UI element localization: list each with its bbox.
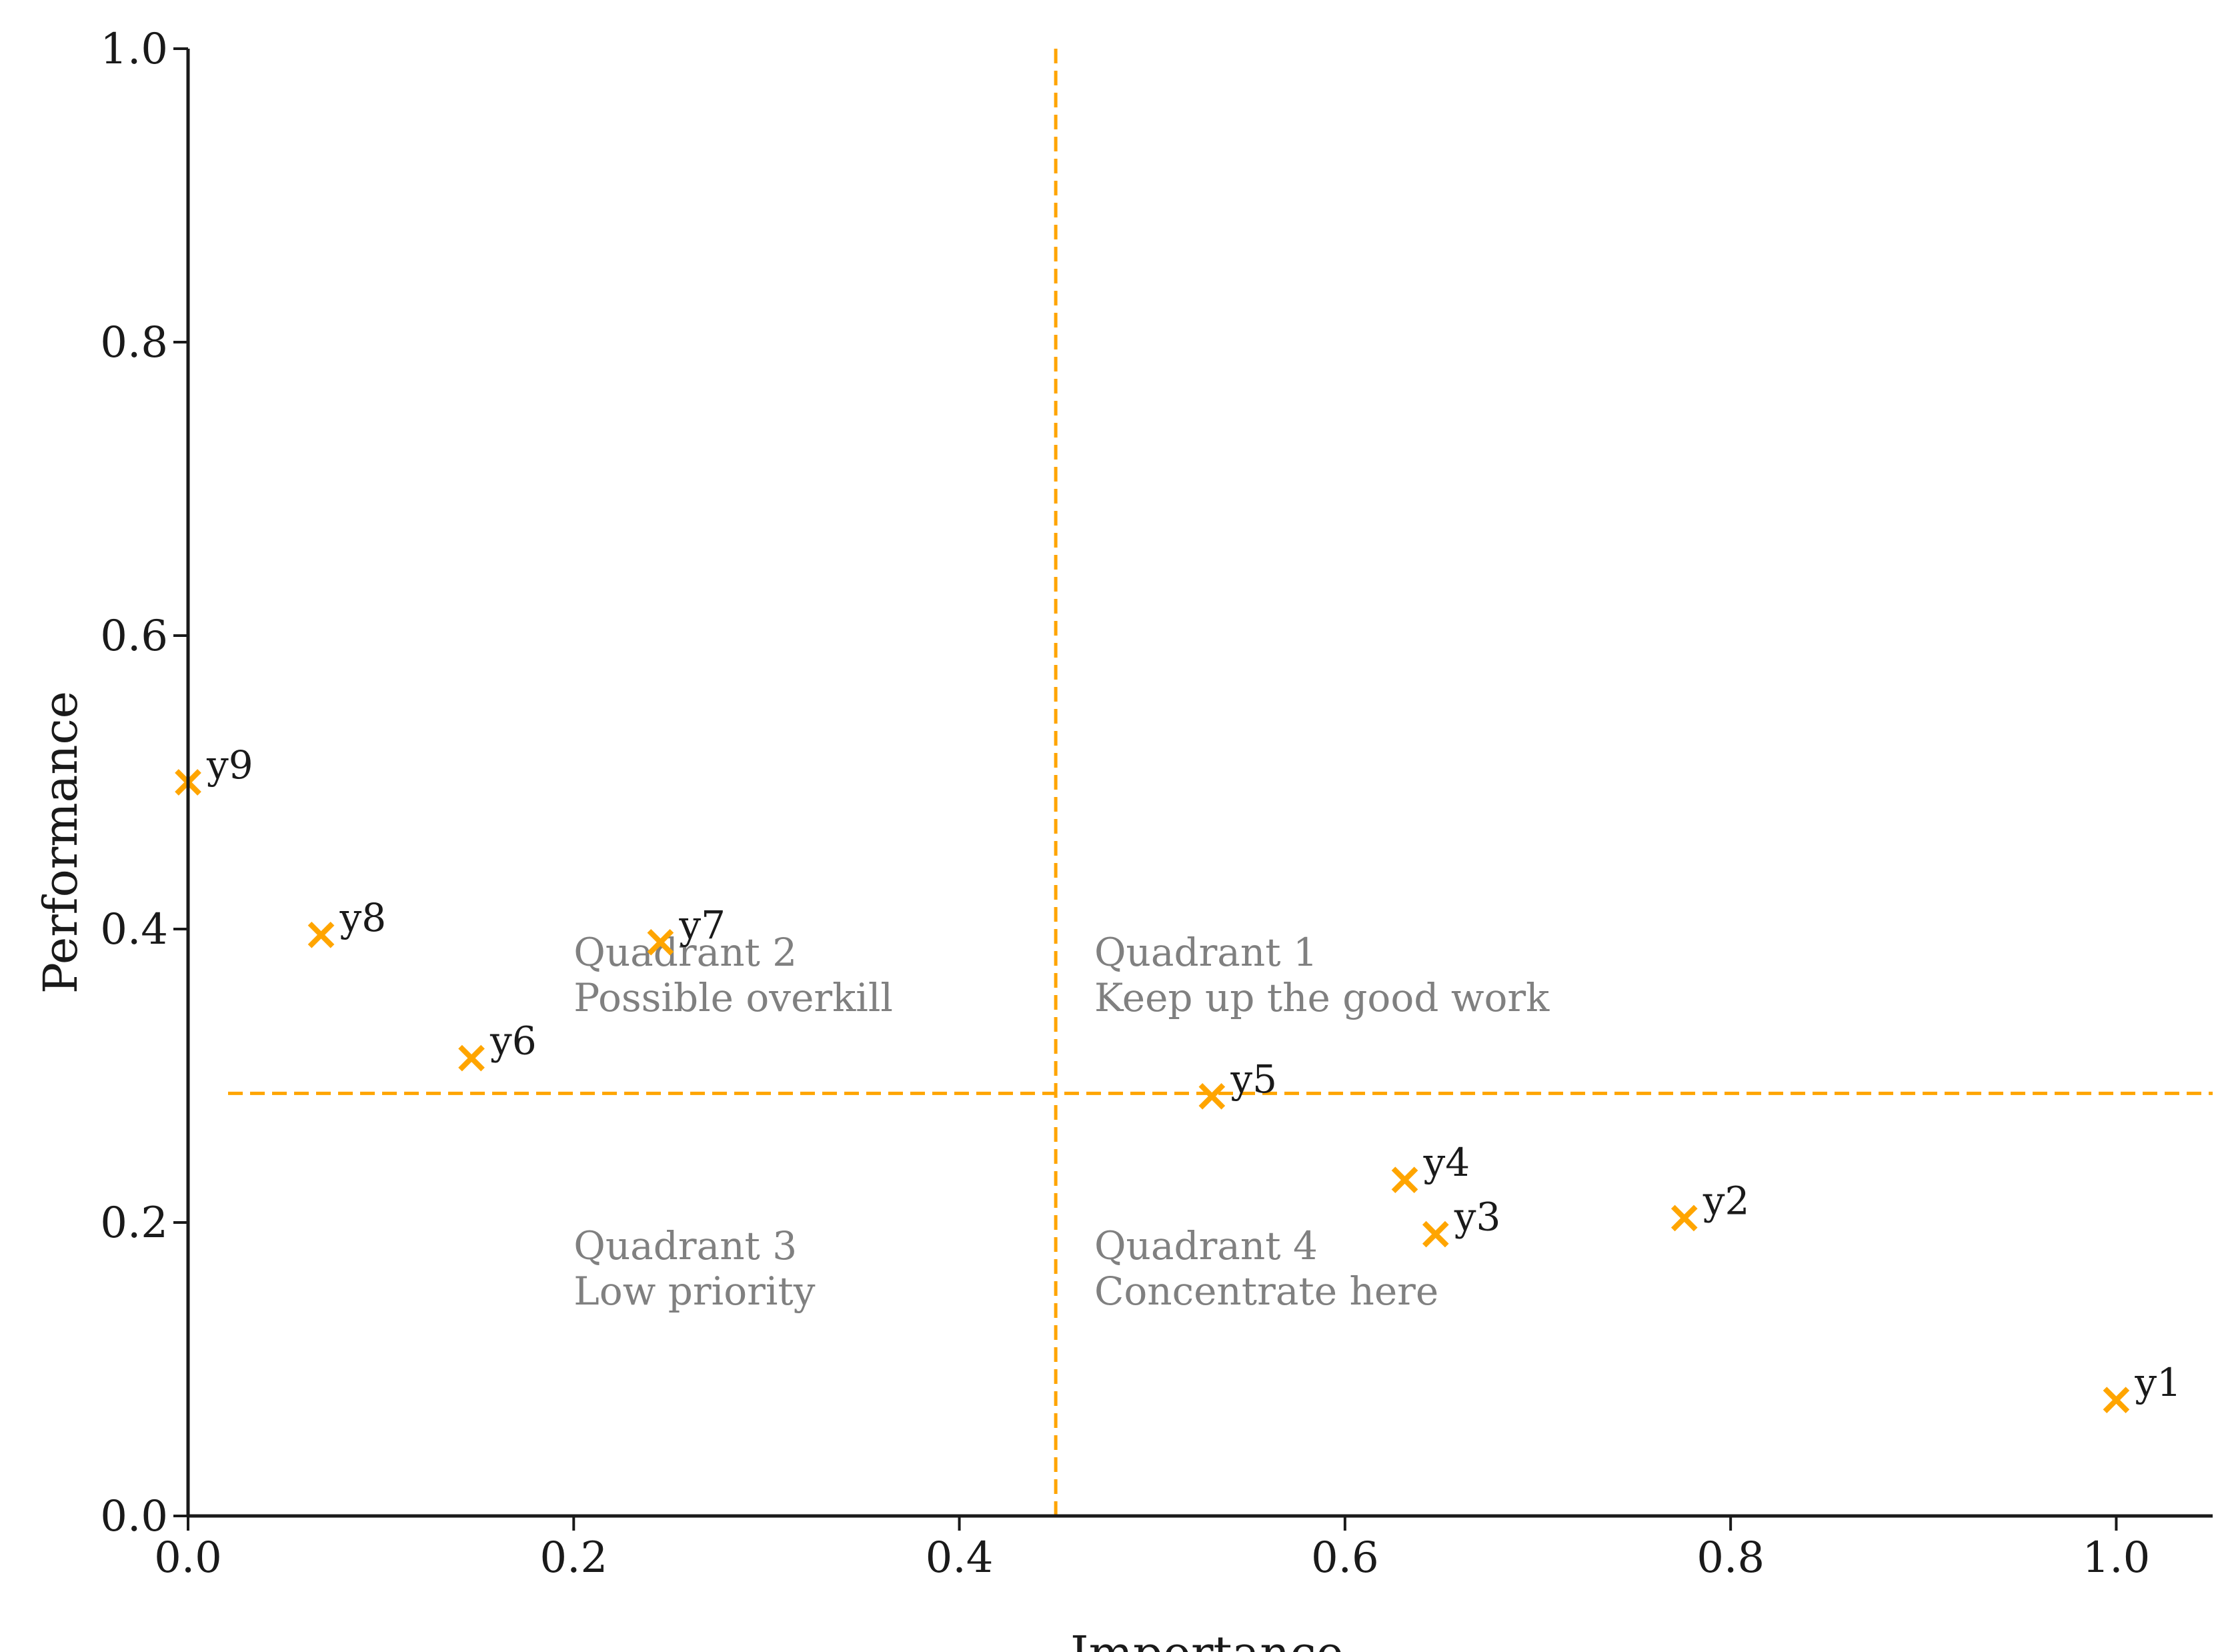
quadrant-title: Quadrant 3 [574,1223,797,1269]
x-tick-label: 0.6 [1311,1533,1379,1583]
x-tick-label: 1.0 [2083,1533,2151,1583]
data-point-y6: y6 [458,1018,537,1072]
x-tick-label: 0.4 [926,1533,994,1583]
x-tick-label: 0.0 [154,1533,222,1583]
data-point-y2: y2 [1670,1178,1750,1232]
data-point-y8: y8 [307,895,387,948]
data-point-y3: y3 [1422,1194,1501,1248]
point-label: y4 [1422,1140,1470,1185]
point-label: y5 [1230,1056,1277,1102]
x-marker-stroke [2103,1387,2130,1414]
data-point-y1: y1 [2103,1360,2181,1414]
quadrant-subtitle: Low priority [574,1269,815,1314]
quadrant-title: Quadrant 1 [1094,930,1318,975]
y-tick-label: 1.0 [100,25,168,74]
quadrant-title: Quadrant 4 [1094,1223,1318,1269]
x-marker-stroke [1198,1082,1226,1110]
y-tick-label: 0.6 [100,612,168,661]
x-marker-stroke [1391,1166,1418,1194]
point-label: y3 [1454,1194,1501,1240]
x-tick-label: 0.8 [1697,1533,1765,1583]
y-tick-label: 0.2 [100,1198,168,1248]
quadrant-subtitle: Possible overkill [574,975,893,1020]
quadrant-title: Quadrant 2 [574,930,797,975]
point-label: y1 [2134,1360,2181,1405]
x-marker-stroke [307,921,335,948]
point-label: y9 [206,742,253,788]
data-point-y7: y7 [647,902,726,956]
point-label: y7 [678,902,726,948]
data-point-y4: y4 [1391,1140,1470,1194]
x-axis-title: Importance [1070,1626,1344,1652]
y-axis-title: Performance [33,691,88,994]
x-marker-stroke [1422,1220,1449,1248]
x-marker-stroke [458,1044,485,1072]
data-point-y5: y5 [1198,1056,1277,1110]
x-marker-stroke [647,928,674,956]
x-tick-label: 0.2 [539,1533,608,1583]
y-tick-label: 0.8 [100,318,168,367]
y-tick-label: 0.0 [100,1492,168,1541]
chart-axes: 0.0 0.2 0.4 0.6 0.8 1.0 0.0 0.2 0.4 0.6 0.8 1.0 Impo… [33,25,2213,1652]
point-label: y2 [1703,1178,1750,1223]
x-marker-stroke [1670,1204,1698,1232]
point-label: y6 [489,1018,537,1064]
y-tick-label: 0.4 [100,905,168,954]
point-label: y8 [339,895,387,940]
quadrant-subtitle: Concentrate here [1094,1269,1438,1314]
quadrant-subtitle: Keep up the good work [1094,975,1550,1020]
